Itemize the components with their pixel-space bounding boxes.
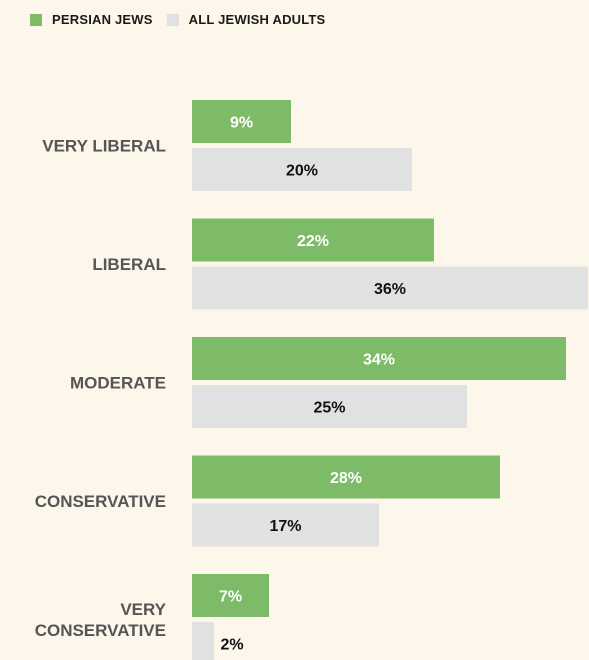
value-label-persian-jews-conservative: 28% [330, 470, 362, 487]
bar-all-jewish-adults-moderate [192, 385, 467, 428]
legend-label-all-jewish-adults: ALL JEWISH ADULTS [188, 12, 326, 27]
legend-label-persian-jews: PERSIAN JEWS [52, 12, 153, 27]
value-label-all-jewish-adults-liberal: 36% [374, 281, 406, 298]
bar-all-jewish-adults-conservative [192, 503, 379, 547]
legend-item-persian-jews: PERSIAN JEWS [30, 12, 153, 27]
category-label-moderate: MODERATE [70, 374, 166, 393]
category-label-conservative: CONSERVATIVE [35, 492, 166, 511]
chart-legend: PERSIAN JEWS ALL JEWISH ADULTS [30, 12, 339, 27]
legend-item-all-jewish-adults: ALL JEWISH ADULTS [166, 12, 326, 27]
category-label-very-liberal: VERY LIBERAL [42, 137, 166, 156]
bar-persian-jews-liberal [192, 218, 434, 262]
bar-all-jewish-adults-liberal [192, 266, 588, 310]
value-label-persian-jews-liberal: 22% [297, 233, 329, 250]
category-label-liberal: LIBERAL [92, 255, 166, 274]
bar-persian-jews-conservative [192, 455, 500, 499]
bar-persian-jews-very-liberal [192, 100, 291, 143]
value-label-all-jewish-adults-conservative: 17% [269, 518, 301, 535]
bar-persian-jews-very-conservative [192, 574, 269, 617]
value-label-all-jewish-adults-very-conservative: 2% [220, 637, 243, 654]
category-label-very-conservative: VERY CONSERVATIVE [35, 600, 167, 640]
legend-swatch-all-jewish-adults [166, 13, 179, 26]
value-label-persian-jews-moderate: 34% [363, 352, 395, 369]
bar-persian-jews-moderate [192, 337, 566, 380]
value-label-all-jewish-adults-very-liberal: 20% [286, 163, 318, 180]
legend-swatch-persian-jews [30, 13, 42, 26]
value-label-all-jewish-adults-moderate: 25% [313, 400, 345, 417]
value-label-persian-jews-very-liberal: 9% [230, 115, 253, 132]
value-label-persian-jews-very-conservative: 7% [219, 589, 242, 606]
bar-all-jewish-adults-very-conservative [192, 622, 214, 660]
bar-all-jewish-adults-very-liberal [192, 148, 412, 191]
